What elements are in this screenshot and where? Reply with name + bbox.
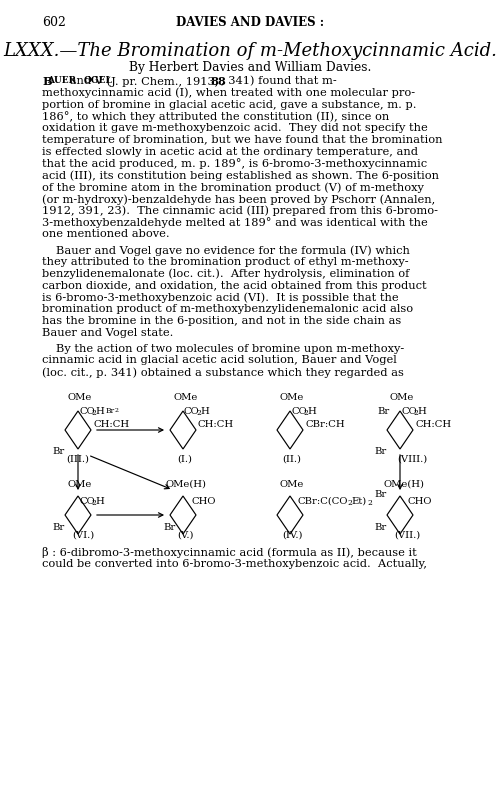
Text: Br: Br xyxy=(52,523,64,532)
Text: acid (III), its constitution being established as shown. The 6-position: acid (III), its constitution being estab… xyxy=(42,171,439,181)
Text: bromination product of m-methoxybenzylidenemalonic acid also: bromination product of m-methoxybenzylid… xyxy=(42,304,413,314)
Text: CH:CH: CH:CH xyxy=(198,420,234,429)
Text: (VI.): (VI.) xyxy=(72,531,94,540)
Text: , 341) found that m-: , 341) found that m- xyxy=(221,76,337,86)
Text: OMe: OMe xyxy=(173,393,198,402)
Text: temperature of bromination, but we have found that the bromination: temperature of bromination, but we have … xyxy=(42,135,442,145)
Text: Br: Br xyxy=(52,447,64,456)
Text: methoxycinnamic acid (I), when treated with one molecular pro-: methoxycinnamic acid (I), when treated w… xyxy=(42,88,415,98)
Text: 1912, 391, 23).  The cinnamic acid (III) prepared from this 6-bromo-: 1912, 391, 23). The cinnamic acid (III) … xyxy=(42,206,438,216)
Text: CO: CO xyxy=(401,407,417,416)
Text: 2: 2 xyxy=(91,499,96,507)
Text: 2: 2 xyxy=(303,409,308,417)
Text: CH:CH: CH:CH xyxy=(93,420,129,429)
Text: H: H xyxy=(95,407,104,416)
Text: (J. pr. Chem., 1913,: (J. pr. Chem., 1913, xyxy=(103,76,222,86)
Text: has the bromine in the 6-position, and not in the side chain as: has the bromine in the 6-position, and n… xyxy=(42,316,401,326)
Text: By Herbert Davies and William Davies.: By Herbert Davies and William Davies. xyxy=(129,61,371,74)
Text: By the action of two molecules of bromine upon m-methoxy-: By the action of two molecules of bromin… xyxy=(56,343,404,354)
Text: H: H xyxy=(200,407,209,416)
Text: Br: Br xyxy=(374,490,386,499)
Text: H: H xyxy=(307,407,316,416)
Text: 186°, to which they attributed the constitution (II), since on: 186°, to which they attributed the const… xyxy=(42,112,389,123)
Text: Br: Br xyxy=(374,523,386,532)
Text: CO: CO xyxy=(184,407,200,416)
Text: they attributed to the bromination product of ethyl m-methoxy-: they attributed to the bromination produ… xyxy=(42,257,408,267)
Text: of the bromine atom in the bromination product (V) of m-methoxy: of the bromine atom in the bromination p… xyxy=(42,182,424,193)
Text: (VII.): (VII.) xyxy=(394,531,420,540)
Text: could be converted into 6-bromo-3-methoxybenzoic acid.  Actually,: could be converted into 6-bromo-3-methox… xyxy=(42,559,427,569)
Text: 2: 2 xyxy=(347,499,352,507)
Text: (IV.): (IV.) xyxy=(282,531,302,540)
Text: cinnamic acid in glacial acetic acid solution, Bauer and Vogel: cinnamic acid in glacial acetic acid sol… xyxy=(42,355,397,365)
Text: H: H xyxy=(417,407,426,416)
Text: OMe: OMe xyxy=(280,393,304,402)
Text: Bauer and Vogel state.: Bauer and Vogel state. xyxy=(42,328,173,338)
Text: OMe(H): OMe(H) xyxy=(166,480,207,489)
Text: H: H xyxy=(95,497,104,506)
Text: is 6-bromo-3-methoxybenzoic acid (VI).  It is possible that the: is 6-bromo-3-methoxybenzoic acid (VI). I… xyxy=(42,292,399,303)
Text: carbon dioxide, and oxidation, the acid obtained from this product: carbon dioxide, and oxidation, the acid … xyxy=(42,281,426,291)
Text: β : 6-dibromo-3-methoxycinnamic acid (formula as II), because it: β : 6-dibromo-3-methoxycinnamic acid (fo… xyxy=(42,547,417,558)
Text: and V: and V xyxy=(66,76,103,86)
Text: Et): Et) xyxy=(351,497,366,506)
Text: (I.): (I.) xyxy=(177,455,192,464)
Text: Br: Br xyxy=(163,523,175,532)
Text: 2: 2 xyxy=(196,409,201,417)
Text: (V.): (V.) xyxy=(177,531,194,540)
Text: Br: Br xyxy=(374,447,386,456)
Text: (III.): (III.) xyxy=(66,455,89,464)
Text: CHO: CHO xyxy=(191,497,216,506)
Text: CBr:C(CO: CBr:C(CO xyxy=(298,497,348,506)
Text: (or m-hydroxy)-benzaldehyde has been proved by Pschorr (Annalen,: (or m-hydroxy)-benzaldehyde has been pro… xyxy=(42,194,435,204)
Text: that the acid produced, m. p. 189°, is 6-bromo-3-methoxycinnamic: that the acid produced, m. p. 189°, is 6… xyxy=(42,159,427,170)
Text: OMe: OMe xyxy=(390,393,414,402)
Text: OMe: OMe xyxy=(280,480,304,489)
Text: (VIII.): (VIII.) xyxy=(397,455,427,464)
Text: oxidation it gave m-methoxybenzoic acid.  They did not specify the: oxidation it gave m-methoxybenzoic acid.… xyxy=(42,123,428,133)
Text: 2: 2 xyxy=(91,409,96,417)
Text: Br: Br xyxy=(377,407,389,416)
Text: CH:CH: CH:CH xyxy=(415,420,451,429)
Text: benzylidenemalonate (loc. cit.).  After hydrolysis, elimination of: benzylidenemalonate (loc. cit.). After h… xyxy=(42,269,410,279)
Text: OMe: OMe xyxy=(68,393,92,402)
Text: 88: 88 xyxy=(210,76,226,87)
Text: portion of bromine in glacial acetic acid, gave a substance, m. p.: portion of bromine in glacial acetic aci… xyxy=(42,100,416,109)
Text: Bauer and Vogel gave no evidence for the formula (IV) which: Bauer and Vogel gave no evidence for the… xyxy=(56,245,410,255)
Text: one mentioned above.: one mentioned above. xyxy=(42,230,170,240)
Text: Br: Br xyxy=(106,407,115,415)
Text: 2: 2 xyxy=(367,499,372,507)
Text: CO: CO xyxy=(79,497,95,506)
Text: CO: CO xyxy=(291,407,307,416)
Text: DAVIES AND DAVIES :: DAVIES AND DAVIES : xyxy=(176,16,324,29)
Text: 3-methoxybenzaldehyde melted at 189° and was identical with the: 3-methoxybenzaldehyde melted at 189° and… xyxy=(42,218,428,229)
Text: (II.): (II.) xyxy=(282,455,301,464)
Text: LXXX.—The Bromination of m-Methoxycinnamic Acid.: LXXX.—The Bromination of m-Methoxycinnam… xyxy=(3,42,497,60)
Text: OMe: OMe xyxy=(68,480,92,489)
Text: (loc. cit., p. 341) obtained a substance which they regarded as: (loc. cit., p. 341) obtained a substance… xyxy=(42,367,404,378)
Text: OMe(H): OMe(H) xyxy=(383,480,424,489)
Text: 2: 2 xyxy=(115,408,119,413)
Text: CBr:CH: CBr:CH xyxy=(305,420,344,429)
Text: OGEL: OGEL xyxy=(84,76,113,85)
Text: 602: 602 xyxy=(42,16,66,29)
Text: 2: 2 xyxy=(413,409,418,417)
Text: is effected slowly in acetic acid at the ordinary temperature, and: is effected slowly in acetic acid at the… xyxy=(42,147,418,156)
Text: CO: CO xyxy=(79,407,95,416)
Text: AUER: AUER xyxy=(48,76,76,85)
Text: B: B xyxy=(42,76,51,87)
Text: CHO: CHO xyxy=(408,497,432,506)
